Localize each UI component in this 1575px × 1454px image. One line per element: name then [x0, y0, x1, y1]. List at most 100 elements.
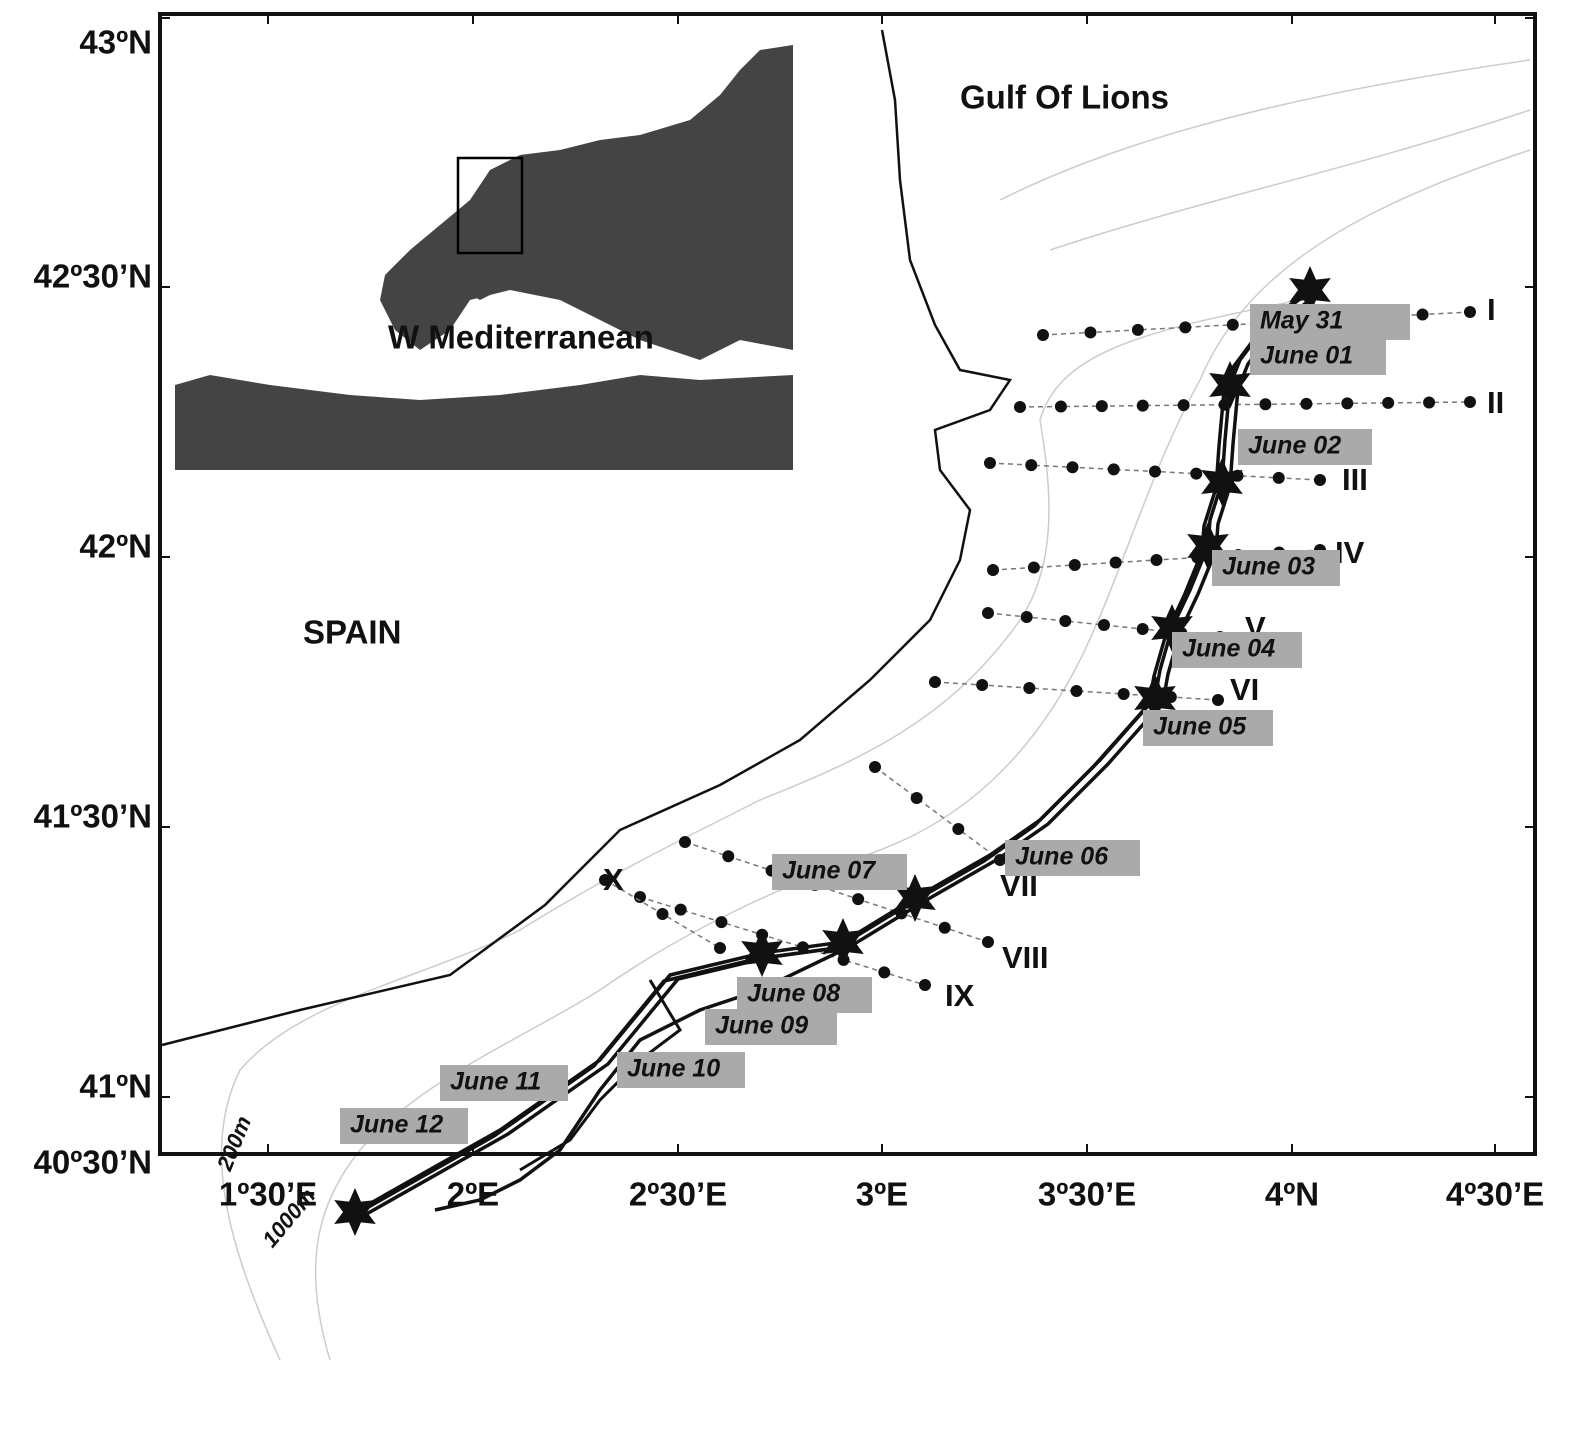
- date-box: [1250, 304, 1410, 340]
- transect-label: X: [603, 862, 624, 897]
- station: [1037, 329, 1049, 341]
- station: [984, 457, 996, 469]
- date-box: [1005, 840, 1140, 876]
- station: [1136, 399, 1149, 412]
- station: [599, 874, 611, 886]
- transect-label: II: [1487, 385, 1504, 420]
- station: [1136, 623, 1149, 635]
- station: [952, 823, 965, 835]
- lat-label: 42º30’N: [34, 258, 152, 295]
- station: [1059, 615, 1072, 627]
- lon-label: 4ºN: [1265, 1176, 1319, 1213]
- date-box: [440, 1065, 568, 1101]
- station: [656, 908, 669, 920]
- station: [1025, 459, 1038, 472]
- inset-map: [175, 25, 793, 470]
- station: [1272, 471, 1285, 484]
- date-box: [1250, 339, 1386, 375]
- date-box: [737, 977, 872, 1013]
- station: [679, 836, 691, 848]
- float-position: [1187, 522, 1229, 570]
- map-frame: [158, 12, 1537, 1156]
- lat-label: 42ºN: [79, 528, 152, 565]
- isobath-label: 200m: [211, 1113, 256, 1175]
- lon-label: 1º30’E: [219, 1176, 317, 1213]
- lat-label: 41º30’N: [34, 798, 152, 835]
- transect-label: VIII: [1002, 940, 1049, 975]
- station: [1341, 397, 1354, 410]
- station: [1149, 465, 1161, 478]
- station: [715, 916, 728, 929]
- transect-label: III: [1342, 462, 1368, 497]
- station: [1177, 399, 1190, 412]
- date-label: June 08: [747, 980, 840, 1008]
- transect-line: [1019, 401, 1471, 408]
- station: [634, 891, 646, 903]
- transect-line: [684, 841, 989, 943]
- station: [1109, 556, 1122, 569]
- transect-label: I: [1487, 292, 1496, 327]
- station: [982, 607, 994, 619]
- date-label: June 02: [1248, 432, 1341, 460]
- station: [1464, 306, 1476, 318]
- lon-label: 3º30’E: [1038, 1176, 1136, 1213]
- lon-label: 2º30’E: [629, 1176, 727, 1213]
- float-position: [1209, 361, 1251, 409]
- station: [1014, 401, 1026, 413]
- date-label: June 06: [1015, 843, 1109, 871]
- float-position: [1201, 458, 1243, 506]
- date-label: June 03: [1222, 553, 1315, 581]
- transect-line: [874, 766, 1001, 861]
- float-position: [894, 874, 936, 922]
- station: [1259, 398, 1272, 411]
- date-label: June 12: [350, 1111, 443, 1139]
- station: [1107, 463, 1120, 476]
- station: [1314, 474, 1326, 486]
- station: [987, 564, 999, 576]
- place-label: W Mediterranean: [388, 319, 654, 356]
- station: [714, 942, 726, 954]
- date-box: [772, 854, 907, 890]
- date-box: [617, 1052, 745, 1088]
- date-label: June 10: [627, 1055, 720, 1083]
- station: [674, 903, 687, 916]
- date-box: [1143, 710, 1273, 746]
- station: [1423, 396, 1436, 409]
- date-label: June 09: [715, 1012, 808, 1040]
- station: [1117, 688, 1130, 700]
- station: [929, 676, 941, 688]
- transect-label: VI: [1230, 672, 1259, 707]
- date-box: [1212, 550, 1340, 586]
- station: [938, 921, 951, 934]
- float-position: [741, 929, 783, 977]
- station: [1131, 323, 1144, 336]
- date-label: May 31: [1260, 307, 1343, 335]
- station: [982, 936, 994, 948]
- station: [1098, 619, 1110, 631]
- station: [1382, 396, 1395, 409]
- station: [1070, 685, 1083, 697]
- station: [1023, 682, 1036, 694]
- station: [1226, 318, 1239, 331]
- float-position: [1134, 674, 1176, 722]
- float-position: [1151, 604, 1193, 652]
- station: [1150, 554, 1163, 566]
- place-label: Gulf Of Lions: [960, 79, 1169, 116]
- station: [1068, 559, 1081, 571]
- station: [1190, 467, 1203, 480]
- station: [1027, 561, 1040, 574]
- coastline: [161, 29, 1013, 1047]
- station: [1020, 611, 1033, 623]
- station: [1095, 400, 1108, 413]
- station: [1179, 321, 1192, 334]
- date-box: [1238, 429, 1372, 465]
- station: [1416, 308, 1429, 321]
- float-position: [822, 918, 864, 966]
- date-label: June 05: [1153, 713, 1247, 741]
- transect-label: IX: [945, 978, 975, 1013]
- date-label: June 11: [450, 1068, 541, 1096]
- station: [878, 966, 891, 979]
- lat-label: 43ºN: [79, 24, 152, 61]
- station: [1300, 397, 1313, 410]
- place-label: SPAIN: [303, 614, 401, 651]
